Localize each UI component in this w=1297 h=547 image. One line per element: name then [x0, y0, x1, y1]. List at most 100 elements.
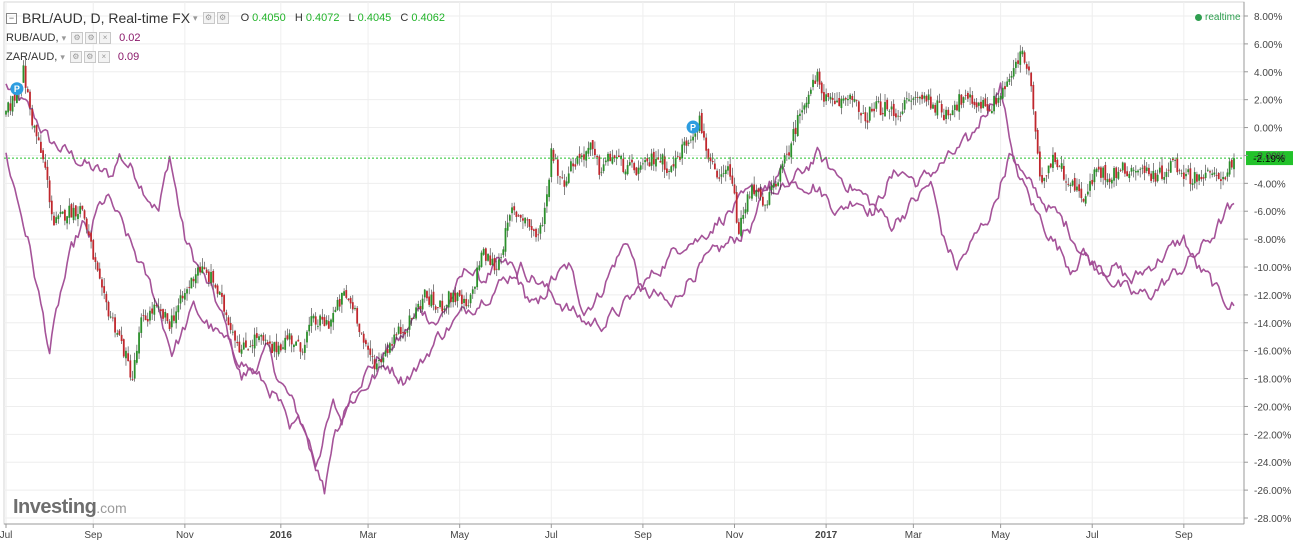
candle [1148, 164, 1150, 177]
candle-body [183, 292, 186, 300]
candle [125, 347, 127, 366]
candle [783, 153, 786, 168]
candle [626, 160, 629, 176]
candle [853, 90, 856, 103]
y-tick-label: -14.00% [1254, 319, 1291, 330]
candle-body [672, 164, 675, 167]
candle [1006, 76, 1009, 87]
format-icon[interactable]: ⚙ [85, 32, 98, 44]
candle [838, 92, 841, 107]
settings-icon[interactable]: ⚙ [202, 12, 215, 24]
candle [966, 90, 969, 103]
candle [735, 185, 738, 224]
ohlc-low-key: L [348, 12, 355, 24]
chevron-down-icon[interactable]: ▾ [61, 32, 67, 43]
compare-symbol-rub[interactable]: RUB/AUD, [6, 32, 59, 44]
candle-body [1126, 171, 1129, 177]
candle [807, 91, 810, 109]
candle [1128, 171, 1131, 183]
candle [587, 141, 590, 157]
settings-icon[interactable]: ⚙ [71, 32, 84, 44]
candle-body [884, 102, 886, 117]
candle-body [572, 163, 575, 167]
candle-body [687, 142, 690, 144]
candle-body [751, 185, 753, 199]
candle-body [1215, 175, 1218, 176]
compare-symbol-zar[interactable]: ZAR/AUD, [6, 51, 58, 63]
close-icon[interactable]: × [97, 51, 110, 63]
candle [319, 314, 321, 332]
candle [1076, 178, 1078, 192]
candle-body [960, 94, 963, 105]
candle-body [358, 323, 361, 333]
candle-body [971, 95, 974, 104]
event-marker-dot[interactable] [686, 120, 700, 134]
candle-body [367, 345, 369, 350]
candle [685, 137, 688, 154]
candle-body [722, 172, 725, 174]
candle [436, 306, 439, 314]
candle-body [670, 166, 673, 172]
candle [980, 96, 982, 113]
candle [482, 247, 485, 256]
candle-body [375, 363, 378, 370]
candle-body [594, 148, 596, 156]
candle [703, 123, 705, 141]
candle [962, 96, 965, 108]
candle-body [1222, 176, 1224, 180]
candle-body [1095, 168, 1098, 173]
format-icon[interactable]: ⚙ [83, 51, 96, 63]
candle [604, 157, 607, 166]
main-symbol-label[interactable]: BRL/AUD, D, Real-time FX [22, 10, 191, 26]
event-marker[interactable]: P [686, 120, 700, 134]
candle-body [360, 332, 363, 334]
candle [223, 293, 226, 318]
candle [840, 95, 843, 115]
candle-body [1106, 179, 1109, 183]
chevron-down-icon[interactable]: ▾ [193, 12, 198, 23]
candle-body [962, 97, 965, 103]
candle-body [919, 96, 921, 99]
candle-body [371, 356, 374, 358]
collapse-icon[interactable]: − [6, 12, 17, 24]
candle [836, 92, 838, 103]
candle [367, 342, 369, 358]
candle [1226, 168, 1229, 182]
event-marker-label: P [690, 123, 696, 133]
candle [375, 359, 378, 372]
candle-body [731, 175, 734, 184]
candle-body [68, 205, 71, 218]
candle [910, 95, 913, 110]
format-icon[interactable]: ⚙ [216, 12, 229, 24]
event-marker-dot[interactable] [10, 82, 24, 96]
candle-body [336, 299, 339, 310]
candle-body [262, 335, 265, 341]
candle [818, 68, 821, 90]
settings-icon[interactable]: ⚙ [69, 51, 82, 63]
chevron-down-icon[interactable]: ▾ [60, 51, 65, 62]
candle-body [428, 296, 431, 305]
candle-body [146, 318, 149, 322]
candle-body [1056, 159, 1059, 168]
close-icon[interactable]: × [99, 32, 112, 44]
candle-body [1034, 111, 1037, 132]
candle [249, 340, 252, 348]
candle-body [1185, 173, 1187, 177]
candle-body [53, 215, 55, 226]
candle [225, 309, 228, 322]
candle-body [157, 306, 160, 308]
candle [781, 160, 784, 174]
candle-body [936, 100, 939, 116]
candle-body [247, 349, 250, 351]
candle-body [668, 171, 670, 172]
candle-body [57, 215, 60, 220]
candle-body [1097, 166, 1100, 170]
candle-body [504, 228, 507, 252]
candle-body [1115, 167, 1118, 179]
candle [576, 155, 579, 166]
candle-body [118, 330, 121, 335]
candle [644, 157, 646, 171]
candle-body [578, 153, 581, 158]
event-marker[interactable]: P [10, 82, 24, 96]
